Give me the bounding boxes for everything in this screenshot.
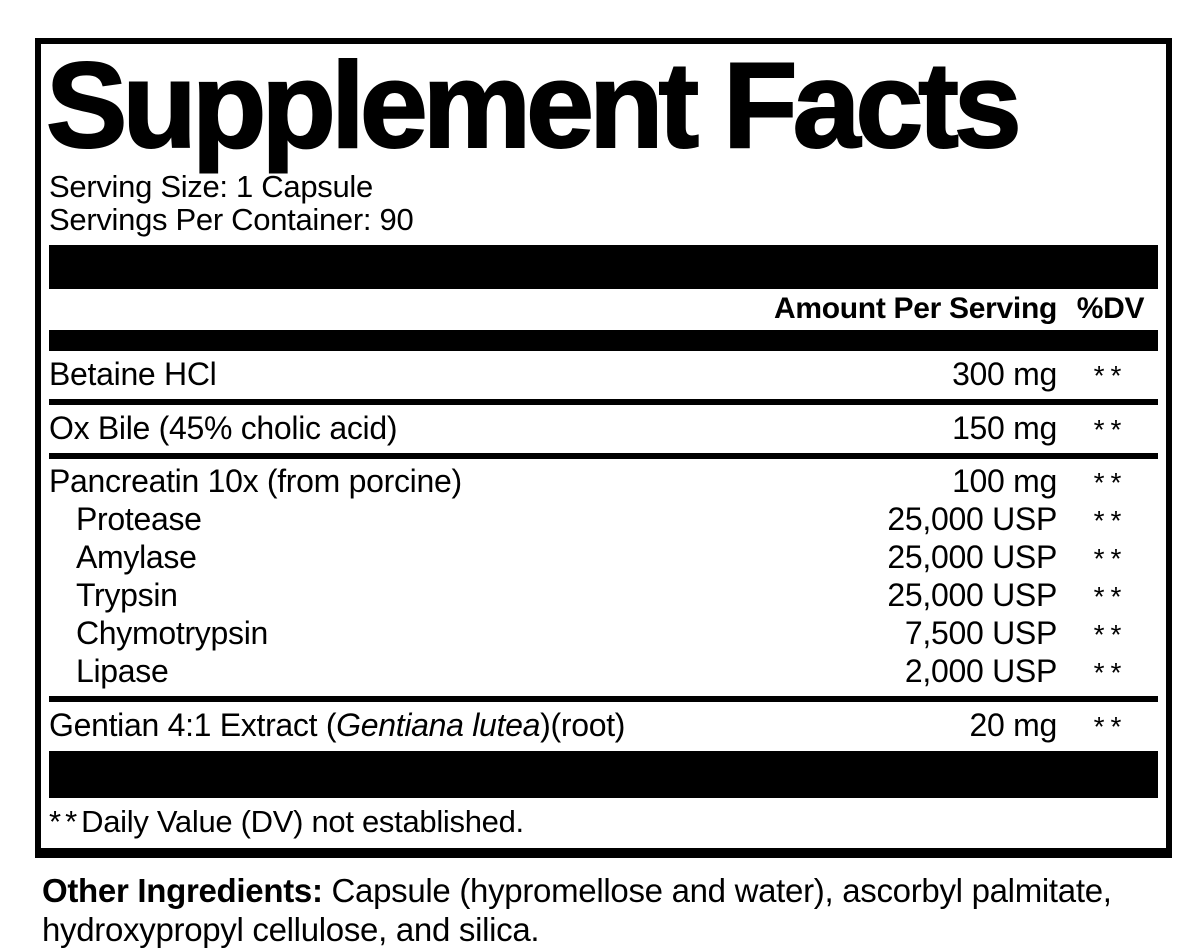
ingredient-row-trypsin: Trypsin 25,000 USP ** xyxy=(49,577,1158,615)
ingredient-name: Ox Bile (45% cholic acid) xyxy=(49,409,398,446)
ingredient-row-betaine-hcl: Betaine HCl 300 mg ** xyxy=(49,351,1158,405)
ingredient-dv: ** xyxy=(1093,359,1128,391)
divider-bar-header xyxy=(49,329,1158,351)
ingredient-name: Pancreatin 10x (from porcine) xyxy=(49,462,462,499)
ingredient-name-suffix: )(root) xyxy=(540,706,626,743)
ingredient-amount: 7,500 USP xyxy=(904,614,1057,651)
divider-bar-top xyxy=(49,244,1158,289)
ingredient-amount: 150 mg xyxy=(952,409,1057,446)
ingredient-name: Amylase xyxy=(76,538,197,575)
ingredient-dv: ** xyxy=(1093,466,1128,498)
ingredient-row-ox-bile: Ox Bile (45% cholic acid) 150 mg ** xyxy=(49,405,1158,459)
ingredient-row-lipase: Lipase 2,000 USP ** xyxy=(49,653,1158,691)
ingredient-amount: 300 mg xyxy=(952,355,1057,392)
ingredient-dv: ** xyxy=(1093,504,1128,536)
ingredient-amount: 25,000 USP xyxy=(887,576,1057,613)
supplement-facts-panel: Supplement Facts Serving Size: 1 Capsule… xyxy=(35,38,1172,858)
serving-size: Serving Size: 1 Capsule xyxy=(49,168,373,204)
ingredient-dv: ** xyxy=(1093,413,1128,445)
ingredient-row-chymotrypsin: Chymotrypsin 7,500 USP ** xyxy=(49,615,1158,653)
other-ingredients: Other Ingredients: Capsule (hypromellose… xyxy=(42,871,1117,949)
ingredient-name: Gentian 4:1 Extract (Gentiana lutea)(roo… xyxy=(49,707,970,743)
ingredient-name: Lipase xyxy=(76,652,169,689)
ingredient-dv: ** xyxy=(1093,542,1128,574)
ingredient-name-prefix: Gentian 4:1 Extract ( xyxy=(49,706,337,743)
ingredient-amount: 2,000 USP xyxy=(904,652,1057,689)
ingredient-row-gentian: Gentian 4:1 Extract (Gentiana lutea)(roo… xyxy=(49,702,1158,751)
ingredient-dv: ** xyxy=(1093,618,1128,650)
amount-per-serving-header: Amount Per Serving xyxy=(774,292,1057,326)
servings-per-container: Servings Per Container: 90 xyxy=(49,201,414,237)
ingredient-row-amylase: Amylase 25,000 USP ** xyxy=(49,539,1158,577)
ingredient-group-pancreatin: Pancreatin 10x (from porcine) 100 mg ** … xyxy=(49,459,1158,702)
ingredient-name: Trypsin xyxy=(76,576,178,613)
footnote-text: Daily Value (DV) not established. xyxy=(81,803,524,839)
ingredient-name: Chymotrypsin xyxy=(76,614,269,651)
footnote-asterisks: ** xyxy=(49,803,82,839)
ingredient-amount: 20 mg xyxy=(969,706,1058,743)
ingredient-row-pancreatin: Pancreatin 10x (from porcine) 100 mg ** xyxy=(49,463,1158,501)
column-header-row: Amount Per Serving %DV xyxy=(49,289,1158,330)
ingredient-amount: 100 mg xyxy=(952,462,1057,499)
ingredient-row-protease: Protease 25,000 USP ** xyxy=(49,501,1158,539)
dv-footnote: **Daily Value (DV) not established. xyxy=(49,798,1158,848)
ingredient-amount: 25,000 USP xyxy=(887,538,1057,575)
ingredient-name: Protease xyxy=(76,500,202,537)
divider-bar-bottom xyxy=(49,750,1158,798)
other-ingredients-text: Capsule (hypromellose and water), ascorb… xyxy=(42,871,1112,948)
other-ingredients-label: Other Ingredients: xyxy=(42,871,323,909)
ingredient-amount: 25,000 USP xyxy=(887,500,1057,537)
panel-title: Supplement Facts xyxy=(45,37,1023,173)
ingredient-dv: ** xyxy=(1093,580,1128,612)
percent-dv-header: %DV xyxy=(1076,292,1145,326)
ingredient-botanical-name: Gentiana lutea xyxy=(336,706,541,743)
ingredient-dv: ** xyxy=(1093,710,1128,742)
ingredient-name: Betaine HCl xyxy=(49,355,217,392)
ingredient-dv: ** xyxy=(1093,656,1128,688)
